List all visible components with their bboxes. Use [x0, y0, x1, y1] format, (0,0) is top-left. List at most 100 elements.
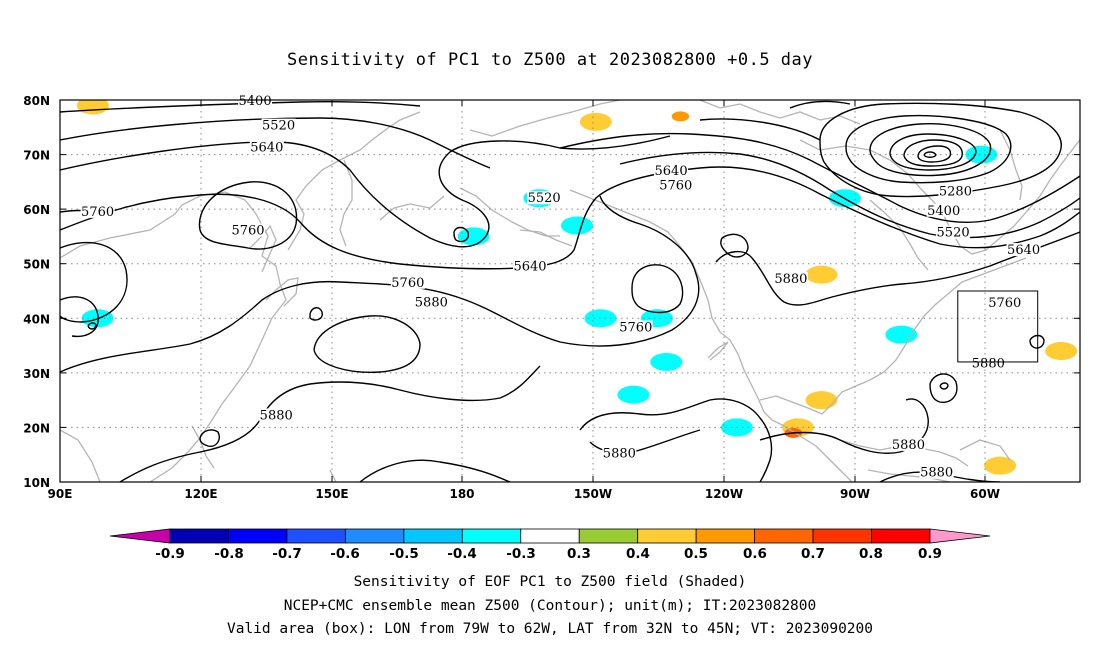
lon-label: 90E: [48, 487, 73, 501]
contour-label: 5640: [513, 259, 546, 274]
colorbar-label: 0.7: [801, 546, 825, 562]
lat-label: 10N: [23, 476, 50, 490]
contour-label: 5880: [972, 357, 1005, 372]
sensitivity-patch: [984, 456, 1017, 475]
colorbar-label: -0.9: [155, 546, 185, 562]
lat-label: 80N: [23, 94, 50, 108]
colorbar-cell: [228, 528, 288, 544]
contour-label-background: [987, 296, 1022, 310]
contour-label-background: [658, 178, 693, 192]
contour-label: 5880: [920, 466, 953, 481]
contour-label: 5640: [1007, 243, 1040, 258]
sensitivity-patch: [76, 100, 109, 115]
colorbar-cell: [754, 528, 814, 544]
colorbar-label: 0.9: [918, 546, 942, 562]
lat-label: 40N: [23, 312, 50, 326]
sensitivity-patch: [579, 112, 612, 131]
contour-label: 5760: [988, 296, 1021, 311]
sensitivity-patch: [805, 391, 838, 410]
contour-label: 5760: [391, 276, 424, 291]
contour-label: 5520: [937, 226, 970, 241]
contour-label: 5520: [262, 119, 295, 134]
contour-label-background: [891, 437, 926, 451]
sensitivity-patch: [671, 111, 690, 122]
sensitivity-patch: [650, 352, 683, 371]
sensitivity-patch: [885, 325, 918, 344]
colorbar-label: -0.6: [330, 546, 360, 562]
contour-label: 5760: [231, 223, 264, 238]
colorbar-cell: [637, 528, 697, 544]
caption-line-2: NCEP+CMC ensemble mean Z500 (Contour); u…: [283, 598, 817, 614]
contour-label-background: [249, 140, 284, 154]
contour-label: 5400: [927, 204, 960, 219]
colorbar-cell: [461, 528, 522, 544]
lat-label: 60N: [23, 203, 50, 217]
z500-contours: [60, 100, 1080, 482]
sensitivity-patch: [617, 385, 650, 404]
colorbar-cell: [520, 528, 580, 544]
colorbar-low-triangle: [109, 528, 171, 544]
map-frame: [59, 99, 1081, 483]
lat-label: 70N: [23, 149, 50, 163]
contour-label-background: [938, 184, 973, 198]
colorbar-label: -0.8: [214, 546, 244, 562]
colorbar-cell: [403, 528, 463, 544]
colorbar-high-triangle: [929, 528, 991, 544]
contour-label: 5280: [939, 185, 972, 200]
contour-label-background: [602, 446, 637, 460]
contour-label-background: [971, 356, 1006, 370]
lat-label: 50N: [23, 258, 50, 272]
contour-label: 5400: [239, 94, 272, 109]
colorbar-label: 0.4: [626, 546, 650, 562]
contour-label: 5880: [260, 408, 293, 423]
contour-label-background: [261, 118, 296, 132]
colorbar-label: -0.4: [447, 546, 477, 562]
caption-line-3: Valid area (box): LON from 79W to 62W, L…: [226, 621, 873, 637]
contour-label-background: [80, 204, 115, 218]
contour-label-background: [527, 191, 562, 205]
contour-label-background: [773, 271, 808, 285]
colorbar-labels: -0.9 -0.8 -0.7 -0.6 -0.5 -0.4 -0.3 0.3 0…: [155, 546, 942, 562]
contour-label: 5880: [892, 438, 925, 453]
contour-label: 5640: [655, 164, 688, 179]
contour-label: 5880: [603, 447, 636, 462]
lon-label: 180: [449, 487, 474, 501]
colorbar-cell: [578, 528, 639, 544]
contour-label-background: [390, 275, 425, 289]
contour-label-background: [259, 408, 294, 422]
contour-label: 5880: [415, 295, 448, 310]
colorbar-label: -0.7: [272, 546, 302, 562]
contour-label-background: [231, 223, 266, 237]
contour-labels: 5400552056405760576055205640576056405760…: [80, 94, 1041, 481]
contour-label: 5760: [659, 179, 692, 194]
contour-label-background: [654, 163, 689, 177]
colorbar-cell: [812, 528, 872, 544]
lon-label: 150W: [574, 487, 612, 501]
contour-label-background: [1006, 243, 1041, 257]
contour-label-background: [926, 203, 961, 217]
axis-ticks: [60, 99, 1080, 483]
contour-label: 5640: [250, 140, 283, 155]
plot-title: Sensitivity of PC1 to Z500 at 2023082800…: [286, 50, 813, 70]
lat-label: 30N: [23, 367, 50, 381]
contour-label-background: [919, 465, 954, 479]
lon-label: 120W: [705, 487, 743, 501]
contour-label: 5760: [81, 205, 114, 220]
longitude-axis: 90E 120E 150E 180 150W 120W 90W 60W: [48, 487, 1000, 501]
latitude-axis: 80N 70N 60N 50N 40N 30N 20N 10N: [23, 94, 50, 490]
lon-label: 90W: [840, 487, 870, 501]
colorbar-cell: [871, 528, 931, 544]
contour-label-background: [513, 259, 548, 273]
lon-label: 60W: [970, 487, 1000, 501]
colorbar-label: -0.5: [389, 546, 419, 562]
contour-label: 5760: [619, 321, 652, 336]
contour-label-background: [618, 320, 653, 334]
colorbar-cell: [169, 528, 229, 544]
colorbar-label: 0.5: [684, 546, 708, 562]
colorbar-label: 0.6: [743, 546, 767, 562]
caption-line-1: Sensitivity of EOF PC1 to Z500 field (Sh…: [353, 574, 747, 590]
colorbar-cell: [286, 528, 346, 544]
valid-area-box: [957, 290, 1039, 363]
colorbar-cell: [344, 528, 405, 544]
